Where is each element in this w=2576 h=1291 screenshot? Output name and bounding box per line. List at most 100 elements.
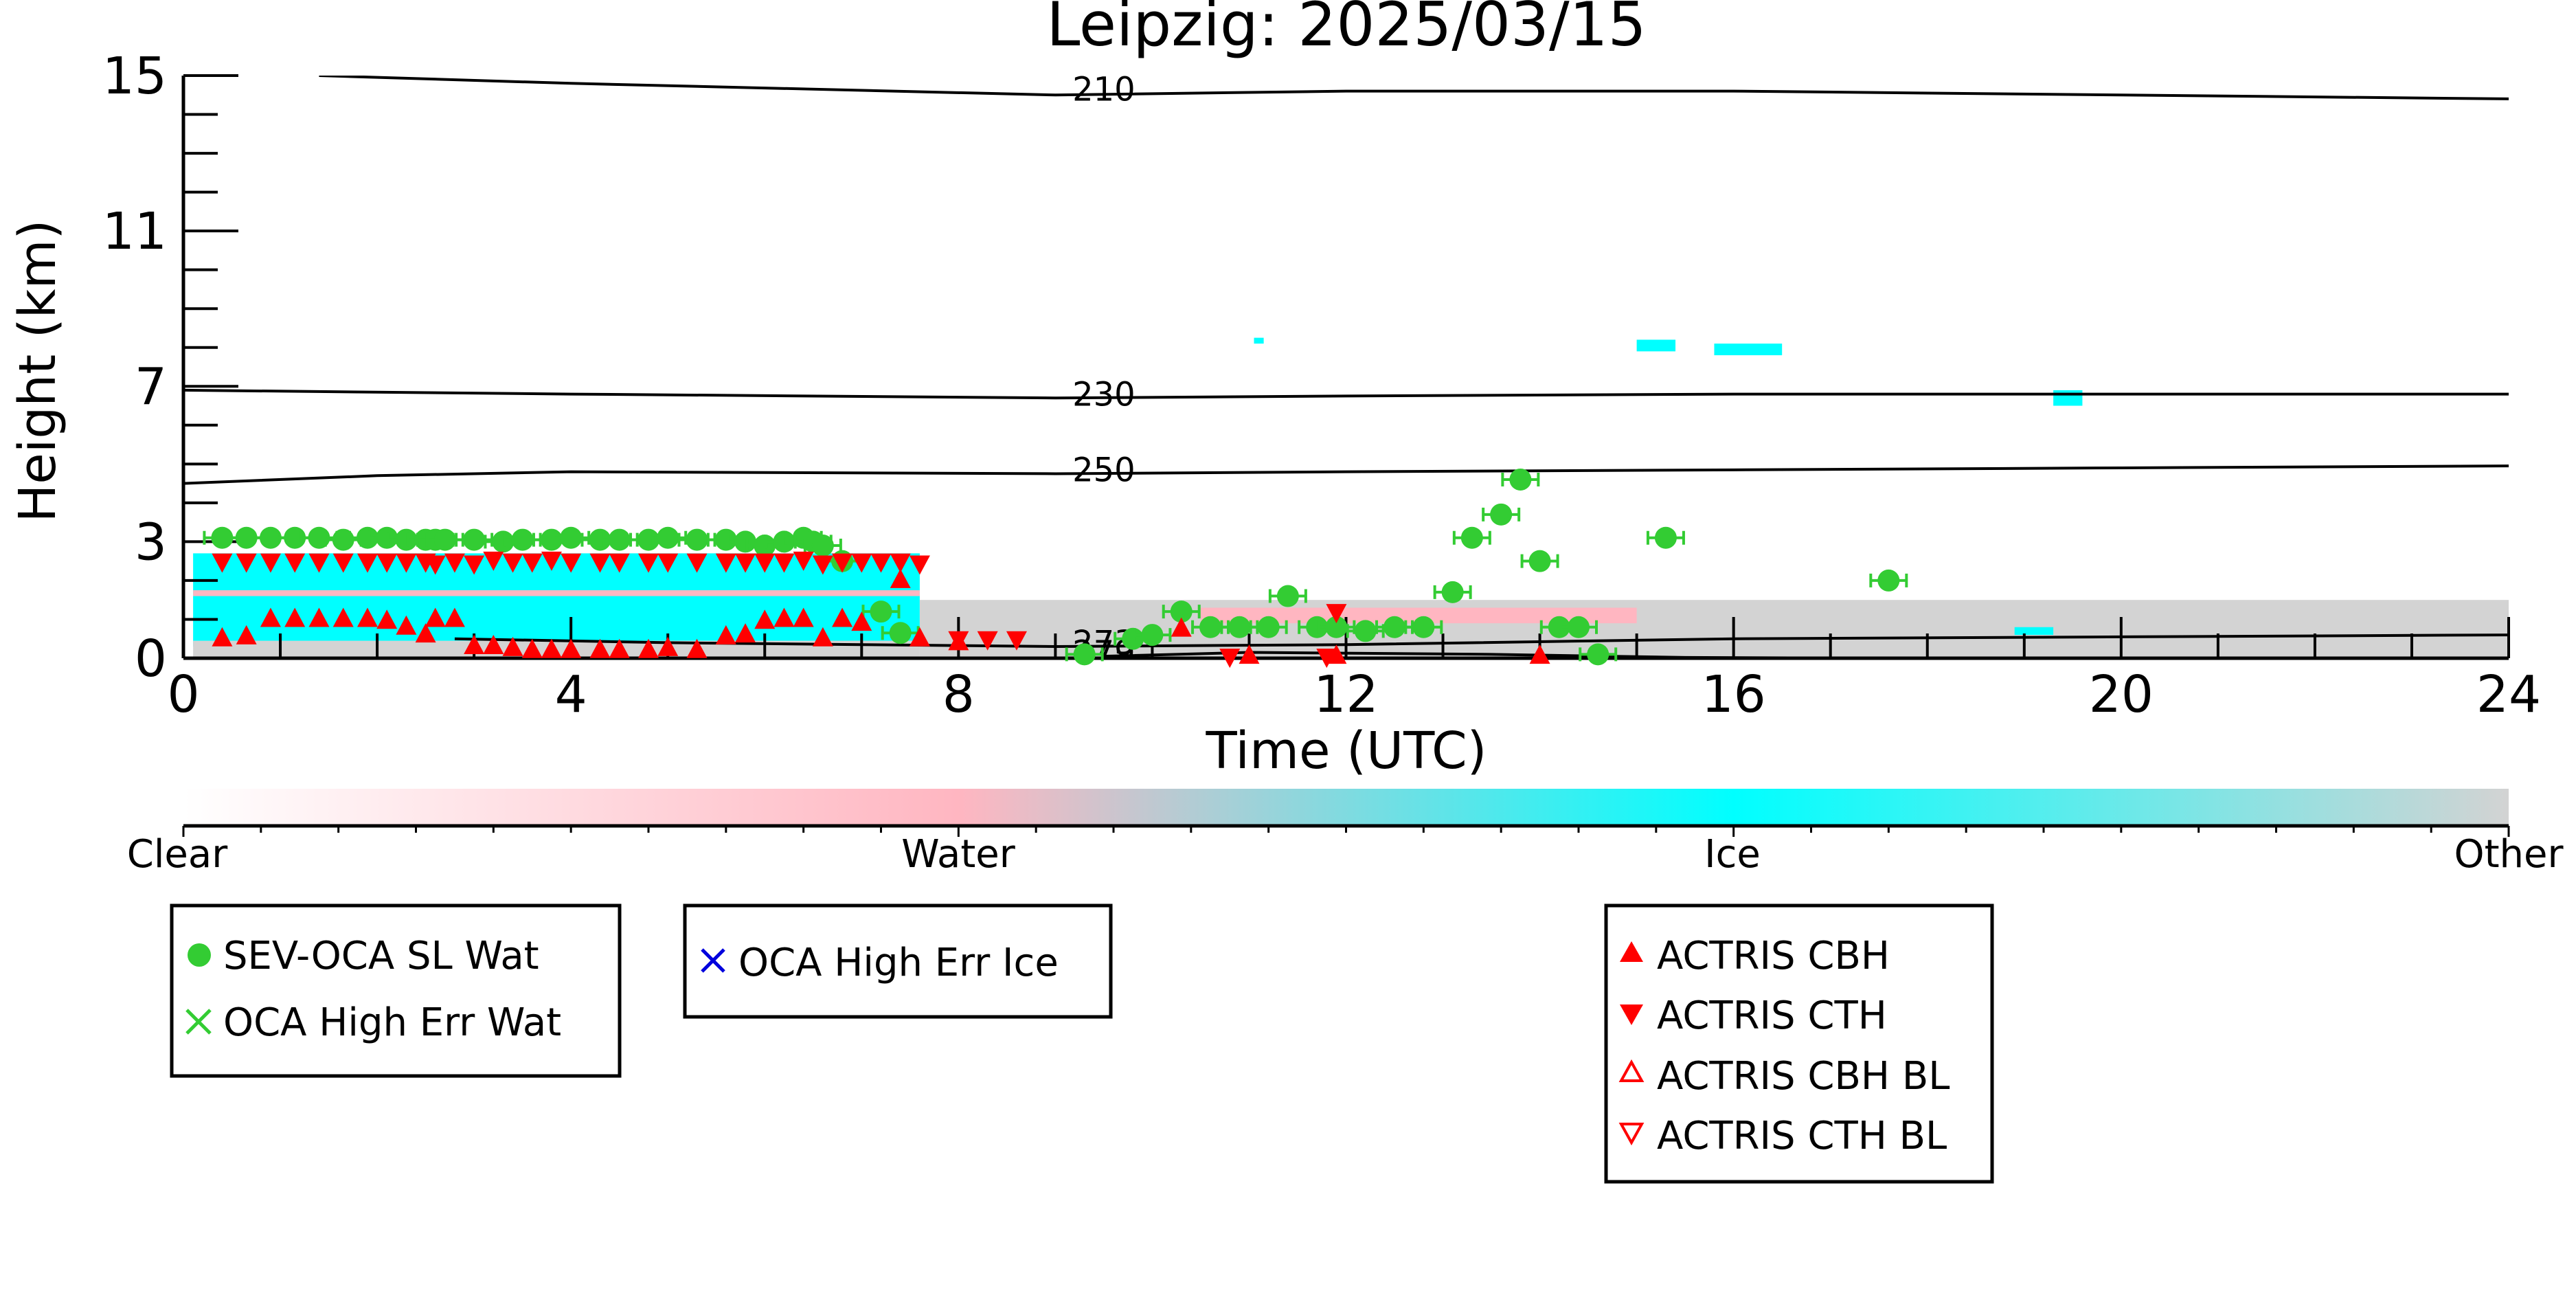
data-point-circle (433, 528, 456, 551)
data-point-triangle-down (396, 553, 417, 573)
data-point-triangle-up (357, 607, 378, 627)
x-tick-label: 16 (1702, 665, 1766, 724)
colorbar-label-clear: Clear (127, 832, 228, 877)
data-point-circle (657, 526, 679, 549)
data-point-circle (1170, 600, 1193, 623)
data-point-circle (734, 530, 757, 553)
data-point-triangle-up (638, 638, 659, 658)
data-point-circle (754, 535, 776, 557)
data-point-triangle-up (415, 623, 436, 643)
data-point-triangle-up (589, 638, 611, 658)
legend-marker-triangle-down (1620, 1004, 1643, 1025)
data-point-triangle-up (260, 607, 281, 627)
data-point-triangle-down (561, 553, 582, 573)
isotherm-line (183, 388, 2509, 400)
data-point-circle (511, 528, 534, 551)
data-point-triangle-down (357, 553, 378, 573)
data-point-triangle-down (870, 553, 892, 573)
data-point-triangle-down (715, 553, 736, 573)
cloud-region-ice (1636, 339, 1676, 352)
data-point-circle (1877, 569, 1900, 592)
data-point-triangle-down (638, 553, 659, 573)
data-point-triangle-up (754, 609, 776, 629)
legend-label: SEV-OCA SL Wat (223, 934, 539, 978)
data-point-triangle-down (236, 553, 257, 573)
legend-box (683, 903, 1113, 1019)
data-point-triangle-down (260, 553, 281, 573)
data-point-circle (1141, 624, 1164, 647)
data-point-circle (773, 530, 795, 553)
colorbar-label-water: Water (901, 832, 1016, 877)
data-point-triangle-down (812, 555, 833, 575)
data-point-circle (1460, 526, 1483, 549)
x-tick-label: 8 (942, 665, 975, 724)
legend-marker-x (185, 1009, 212, 1035)
data-point-triangle-up (212, 627, 233, 647)
cloud-region-ice (2014, 627, 2054, 636)
data-point-triangle-down (773, 553, 795, 573)
data-point-triangle-down (735, 553, 756, 573)
y-tick-label: 0 (135, 629, 167, 688)
data-point-triangle-down (376, 553, 398, 573)
data-point-triangle-up (832, 607, 853, 627)
data-point-circle (1587, 643, 1609, 666)
data-point-circle (560, 526, 583, 549)
x-tick-label: 20 (2089, 665, 2154, 724)
data-point-triangle-up (812, 627, 833, 647)
colorbar: Clear Water Ice Other (127, 789, 2564, 877)
data-point-circle (811, 535, 834, 557)
data-point-triangle-up (1529, 644, 1550, 664)
data-point-triangle-down (502, 553, 523, 573)
data-point-circle (714, 528, 737, 551)
data-point-circle (1568, 616, 1590, 638)
data-point-triangle-down (686, 553, 708, 573)
data-point-triangle-up (909, 627, 930, 647)
isotherm-line (454, 633, 2509, 649)
legend-marker-triangle-up (1620, 941, 1643, 962)
data-point-triangle-down (212, 553, 233, 573)
data-point-triangle-down (521, 553, 543, 573)
data-point-circle (1073, 643, 1096, 666)
data-point-circle (1122, 627, 1144, 650)
data-point-triangle-up (773, 607, 795, 627)
cloud-classification-field (193, 337, 2509, 658)
data-point-triangle-up (284, 607, 306, 627)
data-point-circle (1228, 616, 1251, 638)
legend-label: ACTRIS CTH (1657, 993, 1887, 1038)
data-point-triangle-down (754, 553, 776, 573)
legend-label: ACTRIS CBH (1657, 934, 1890, 978)
y-axis-label: Height (km) (8, 220, 67, 523)
data-point-triangle-down (425, 555, 446, 575)
data-point-circle (1276, 585, 1299, 607)
legend-marker-x (701, 948, 725, 973)
y-tick-label: 7 (135, 357, 167, 416)
data-point-triangle-down (1219, 649, 1241, 669)
legend-satellite-water: SEV-OCA SL Wat OCA High Err Wat (170, 903, 622, 1078)
data-point-triangle-up (444, 607, 465, 627)
data-point-circle (540, 528, 563, 551)
legend-marker-circle (188, 943, 211, 967)
data-point-triangle-down (948, 631, 969, 651)
isotherm-line (319, 76, 2509, 100)
cloud-region-ice (1254, 337, 1264, 344)
cloud-region-water (193, 590, 920, 596)
legend-satellite-ice: OCA High Err Ice (683, 903, 1113, 1019)
data-point-triangle-up (715, 625, 736, 644)
data-point-triangle-up (483, 635, 504, 655)
data-point-triangle-up (561, 638, 582, 658)
x-tick-label: 0 (167, 665, 199, 724)
data-point-triangle-down (464, 555, 485, 575)
observation-markers (203, 468, 1908, 669)
legend-box (170, 903, 622, 1078)
legend-actris: ACTRIS CBH ACTRIS CTH ACTRIS CBH BL ACTR… (1604, 903, 1994, 1184)
data-point-circle (870, 600, 892, 623)
data-point-triangle-up (609, 638, 630, 658)
x-tick-label: 24 (2476, 665, 2541, 724)
data-point-triangle-up (793, 607, 814, 627)
data-point-triangle-down (832, 553, 853, 573)
legend-label: ACTRIS CTH BL (1657, 1114, 1947, 1158)
data-point-triangle-down (541, 551, 562, 571)
data-point-circle (1412, 616, 1435, 638)
